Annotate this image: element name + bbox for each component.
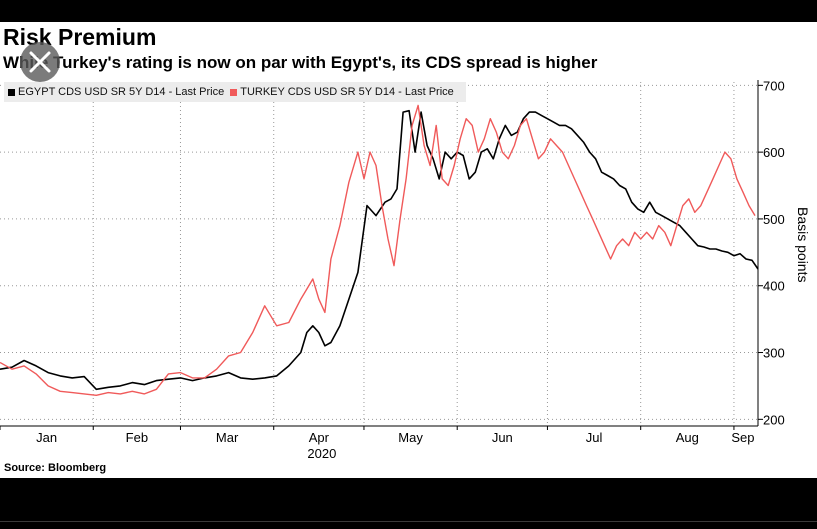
x-tick-label: Mar (216, 430, 239, 445)
legend-swatch-egypt (8, 88, 15, 96)
y-tick-label: 200 (763, 412, 785, 427)
bottom-divider (0, 521, 817, 522)
chart-subtitle: While Turkey's rating is now on par with… (3, 53, 598, 72)
chart-legend: EGYPT CDS USD SR 5Y D14 - Last Price TUR… (4, 82, 466, 102)
legend-swatch-turkey (230, 88, 238, 96)
cds-line-chart: 200 300 400 500 600 700 Jan Feb Mar Apr May Jun Jul A… (0, 78, 811, 461)
egypt-cds-line (0, 109, 759, 391)
y-axis-title: Basis points (795, 207, 811, 282)
x-tick-label: Jan (36, 430, 57, 445)
x-tick-label: Jul (586, 430, 603, 445)
chart-card: Risk Premium While Turkey's rating is no… (0, 22, 817, 478)
turkey-cds-line (0, 104, 756, 396)
x-tick-label: Apr (309, 430, 330, 445)
y-tick-label: 300 (763, 346, 785, 361)
x-axis-year-label: 2020 (307, 446, 336, 461)
close-button[interactable] (20, 42, 60, 82)
legend-item-turkey: TURKEY CDS USD SR 5Y D14 - Last Price (230, 86, 454, 98)
y-tick-label: 500 (763, 212, 785, 227)
y-tick-label: 400 (763, 279, 785, 294)
x-tick-label: Jun (492, 430, 513, 445)
x-tick-label: May (398, 430, 423, 445)
legend-label-turkey: TURKEY CDS USD SR 5Y D14 - Last Price (240, 86, 454, 98)
source-note: Source: Bloomberg (4, 462, 107, 474)
legend-label-egypt: EGYPT CDS USD SR 5Y D14 - Last Price (18, 86, 225, 98)
x-tick-label: Aug (676, 430, 699, 445)
x-tick-label: Feb (126, 430, 148, 445)
x-tick-label: Sep (731, 430, 754, 445)
y-tick-label: 600 (763, 145, 785, 160)
close-icon (29, 51, 51, 73)
y-tick-label: 700 (763, 78, 785, 93)
legend-item-egypt: EGYPT CDS USD SR 5Y D14 - Last Price (8, 86, 224, 98)
